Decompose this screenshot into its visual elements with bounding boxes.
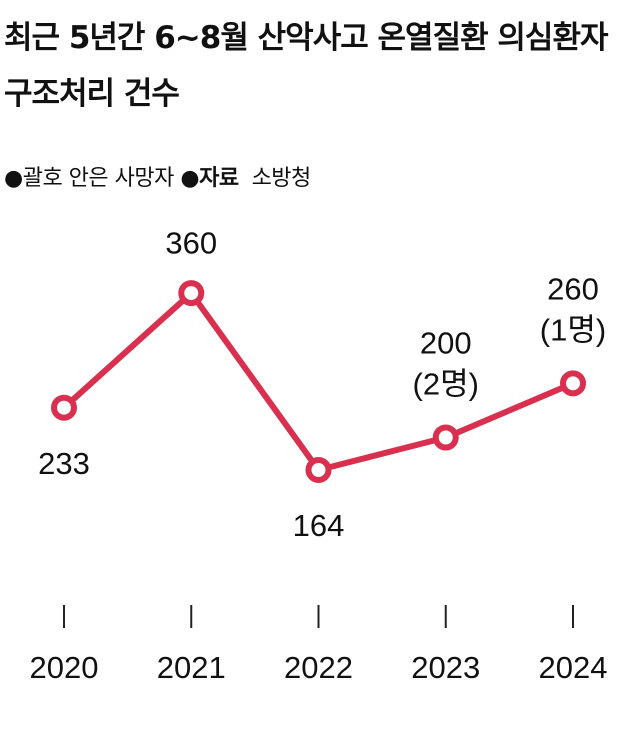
point [560,370,586,397]
value-label: 164 [293,508,345,543]
point [432,424,459,451]
value-label: 360 [165,225,217,260]
x-tick-label: 2023 [411,650,480,685]
subtitle: ●괄호 안은 사망자 ●자료 소방청 [4,160,311,192]
x-tick-label: 2020 [30,650,99,685]
annotation: (1명) [540,313,606,348]
x-tick-label: 2021 [157,650,226,685]
point [178,280,205,307]
source: 소방청 [251,166,312,191]
point [51,394,77,421]
x-tick-label: 2022 [284,650,353,685]
bullet: ● [180,166,200,191]
annotation: (2명) [413,367,479,402]
source-label: 자료 [199,166,239,191]
bullet: ● [4,166,23,191]
note: 괄호 안은 사망자 [22,166,175,191]
chart-title: 최근 5년간 6~8월 산악사고 온열질환 의심환자 구조처리 건수 [4,20,609,112]
value-label: 233 [38,446,90,481]
line [61,290,575,473]
value-label: 260 [547,272,599,307]
x-tick-label: 2024 [539,650,608,685]
value-label: 200 [420,326,472,361]
point [305,456,332,483]
